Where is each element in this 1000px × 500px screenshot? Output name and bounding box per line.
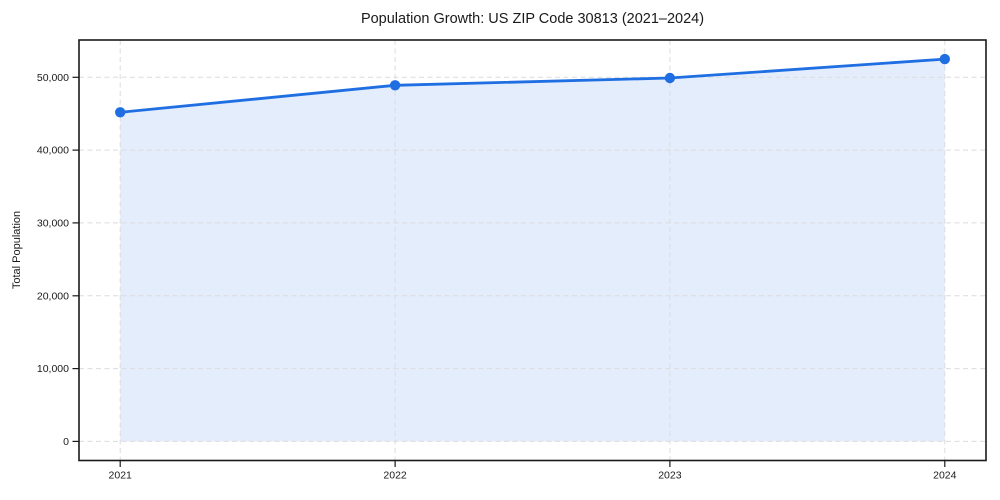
y-tick-label: 30,000	[37, 217, 69, 229]
y-axis-label: Total Population	[11, 210, 23, 290]
x-tick-label: 2024	[933, 470, 957, 482]
data-point-marker	[939, 53, 950, 65]
x-tick-label: 2021	[109, 470, 133, 482]
y-tick-label: 50,000	[37, 72, 69, 84]
y-tick-label: 40,000	[37, 145, 69, 157]
y-tick-label: 20,000	[37, 290, 69, 302]
plot-frame	[78, 39, 987, 462]
data-point-marker	[115, 107, 126, 118]
y-tick-label: 10,000	[37, 363, 69, 375]
x-tick-label: 2022	[383, 470, 407, 482]
area-fill	[120, 59, 945, 442]
y-tick-label: 0	[63, 436, 69, 448]
x-tick-label: 2023	[658, 470, 682, 482]
chart-title: Population Growth: US ZIP Code 30813 (20…	[360, 11, 705, 27]
line-series	[118, 57, 947, 114]
data-point-marker	[664, 72, 676, 84]
data-point-marker	[389, 80, 401, 91]
